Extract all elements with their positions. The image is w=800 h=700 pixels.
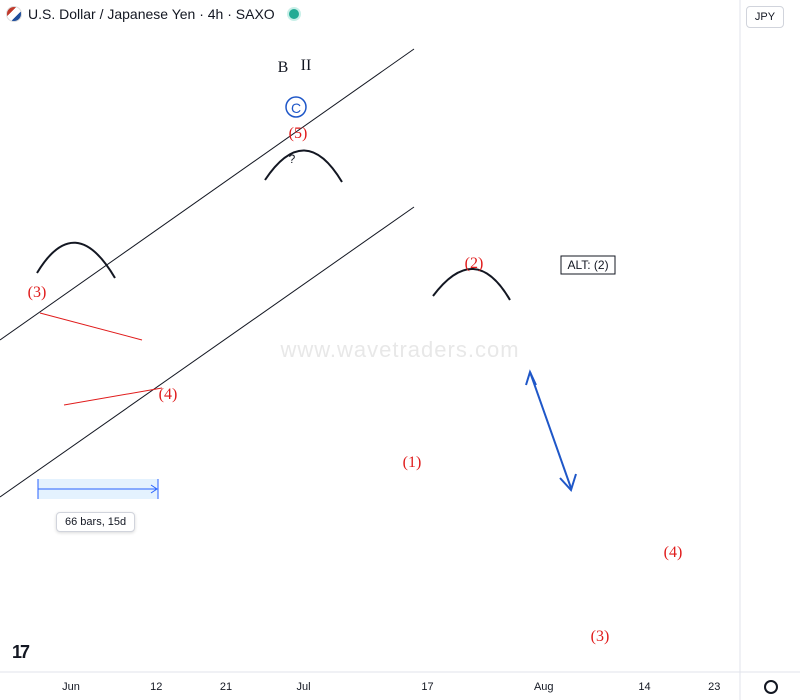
x-tick-label: 14 [638, 681, 650, 693]
arc-wave2 [432, 268, 511, 301]
wave-degree-label: II [301, 57, 312, 74]
measure-arrowhead [150, 484, 158, 494]
alt-wave-box [560, 255, 616, 275]
wave-label: (3) [28, 284, 47, 301]
chart-title: U.S. Dollar / Japanese Yen · 4h · SAXO [28, 6, 275, 22]
watermark-text: www.wavetraders.com [279, 337, 519, 362]
market-open-icon [286, 7, 301, 21]
wave-label: (5) [289, 125, 308, 142]
arc-wave3 [36, 241, 116, 279]
wave-degree-label: B [278, 59, 289, 76]
wave-label: (3) [591, 628, 610, 645]
channel-lower-line [0, 206, 415, 498]
x-tick-label: 12 [150, 681, 162, 693]
triangle-upper-line [39, 312, 143, 341]
wave-label: (2) [465, 255, 484, 272]
chart-header: U.S. Dollar / Japanese Yen · 4h · SAXO [6, 6, 301, 22]
x-tick-label: Jun [62, 681, 80, 693]
tradingview-logo: 17 [12, 642, 30, 662]
projection-arrow-tail [525, 369, 537, 386]
x-tick-label: Jul [296, 681, 310, 693]
x-tick-label: 17 [421, 681, 433, 693]
triangle-lower-line [63, 387, 163, 406]
projection-arrow [529, 371, 572, 489]
x-tick-label: 21 [220, 681, 232, 693]
arc-wave5 [264, 149, 343, 183]
currency-selector[interactable]: JPY [746, 6, 784, 28]
alt-wave-label: ALT: (2) [567, 258, 608, 272]
wave-label: (4) [664, 544, 683, 561]
wave-c-circle [285, 96, 307, 118]
channel-upper-line [0, 48, 415, 341]
wave-c-label: C [291, 100, 301, 116]
x-tick-label: 23 [708, 681, 720, 693]
measure-label: 66 bars, 15d [56, 512, 136, 532]
settings-gear-icon[interactable] [764, 680, 778, 694]
wave-label: (4) [159, 386, 178, 403]
wave-question-label: ? [289, 152, 296, 166]
x-tick-label: Aug [534, 681, 554, 693]
wave-label: (1) [403, 454, 422, 471]
projection-arrowhead [559, 473, 577, 492]
usdjpy-flag-icon [6, 6, 22, 22]
